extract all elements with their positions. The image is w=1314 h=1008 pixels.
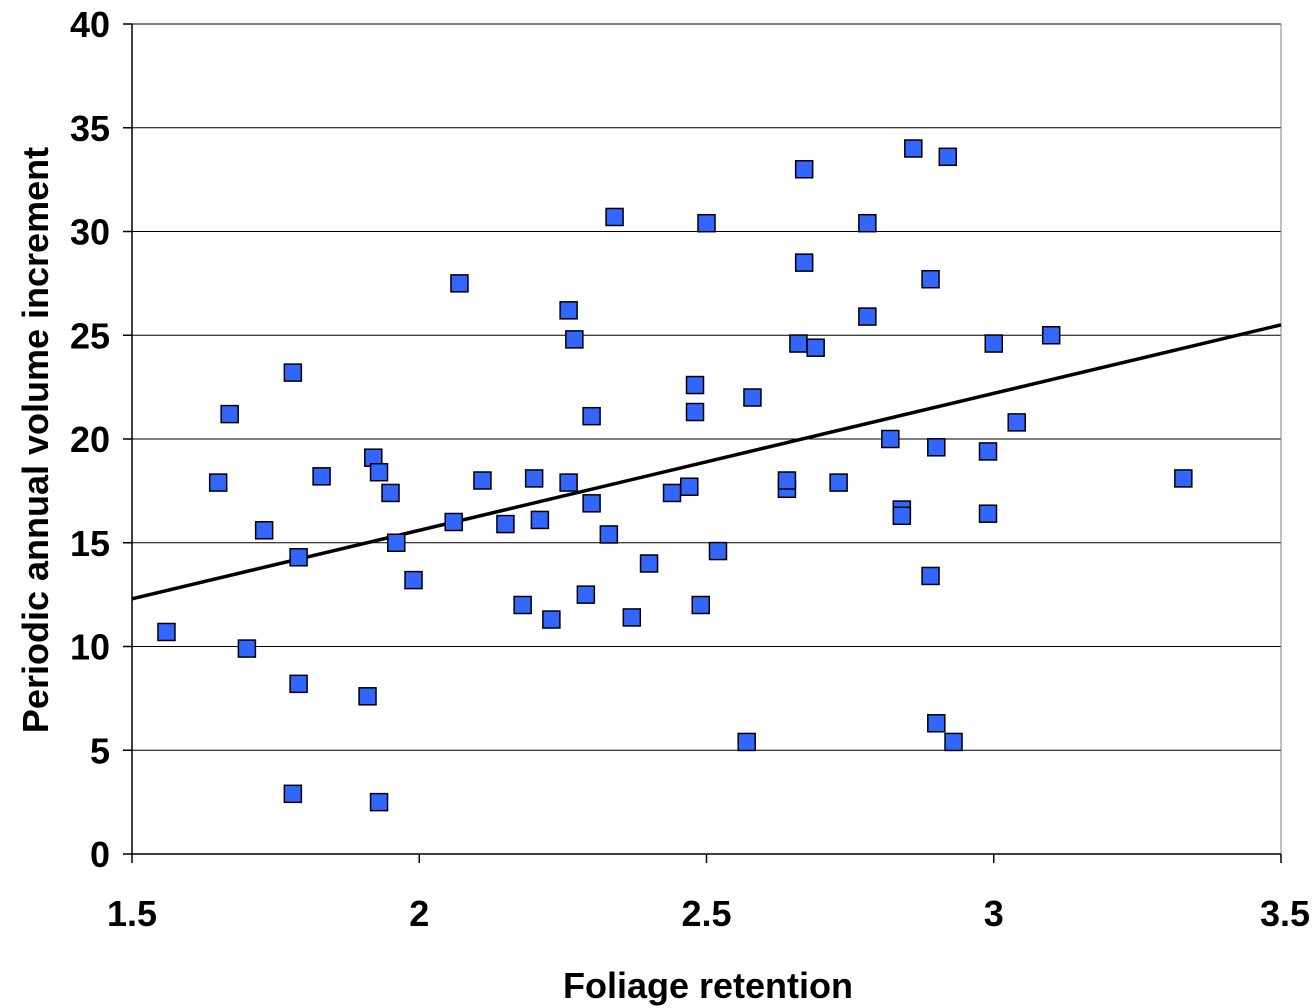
data-point bbox=[565, 330, 584, 349]
data-point bbox=[237, 639, 257, 658]
data-point bbox=[289, 548, 308, 567]
y-tick-label: 40 bbox=[70, 4, 110, 45]
x-tick-label: 2.5 bbox=[681, 893, 731, 934]
data-point bbox=[576, 585, 596, 604]
data-point bbox=[978, 442, 998, 461]
x-axis-title: Foliage retention bbox=[563, 965, 853, 1006]
data-point bbox=[708, 541, 728, 561]
y-tick-label: 25 bbox=[70, 315, 110, 356]
data-point bbox=[691, 595, 711, 615]
data-point bbox=[904, 139, 923, 158]
data-point bbox=[524, 469, 544, 488]
data-point bbox=[283, 784, 303, 804]
data-point bbox=[806, 338, 825, 357]
data-point bbox=[289, 674, 308, 694]
data-point bbox=[220, 404, 239, 424]
data-point bbox=[927, 714, 946, 733]
data-point bbox=[473, 471, 492, 490]
data-point bbox=[1041, 326, 1061, 345]
data-point bbox=[743, 388, 762, 407]
data-point bbox=[542, 610, 561, 629]
data-point bbox=[662, 483, 682, 503]
axes bbox=[123, 23, 1282, 863]
y-tick-label: 10 bbox=[70, 627, 110, 668]
data-point bbox=[254, 521, 274, 540]
data-point bbox=[599, 525, 619, 544]
y-tick-label: 30 bbox=[70, 212, 110, 253]
data-point bbox=[450, 274, 469, 293]
x-tick-label: 2 bbox=[409, 893, 429, 934]
data-points bbox=[157, 139, 1193, 812]
x-tick-label: 3 bbox=[984, 893, 1004, 934]
data-point bbox=[685, 375, 705, 395]
data-point bbox=[680, 477, 699, 496]
data-point bbox=[559, 473, 578, 492]
data-point bbox=[1007, 413, 1026, 432]
trendline bbox=[131, 323, 1282, 601]
data-point bbox=[582, 494, 601, 513]
data-point bbox=[789, 334, 808, 353]
y-tick-label: 5 bbox=[90, 730, 110, 771]
data-point bbox=[697, 213, 716, 233]
y-tick-label: 0 bbox=[90, 834, 110, 875]
data-point bbox=[685, 402, 705, 422]
data-point bbox=[881, 429, 900, 449]
data-point bbox=[858, 213, 877, 233]
data-point bbox=[1174, 469, 1193, 488]
gridlines bbox=[132, 23, 1281, 751]
data-point bbox=[444, 512, 463, 532]
data-point bbox=[984, 334, 1003, 353]
data-point bbox=[283, 363, 303, 382]
trendline-group bbox=[131, 323, 1282, 601]
data-point bbox=[513, 595, 532, 615]
data-point bbox=[369, 792, 389, 812]
data-point bbox=[582, 406, 601, 426]
data-point bbox=[605, 207, 624, 227]
data-point bbox=[777, 471, 797, 490]
y-tick-label: 20 bbox=[70, 419, 110, 460]
data-point bbox=[639, 554, 659, 573]
data-point bbox=[921, 566, 940, 586]
data-point bbox=[387, 533, 406, 552]
data-point bbox=[944, 732, 963, 752]
data-point bbox=[381, 483, 400, 503]
data-point bbox=[892, 506, 912, 526]
y-tick-label: 15 bbox=[70, 523, 110, 564]
data-point bbox=[312, 467, 331, 486]
y-tick-label: 35 bbox=[70, 108, 110, 149]
data-point bbox=[737, 732, 756, 752]
data-point bbox=[157, 622, 176, 642]
data-point bbox=[794, 253, 814, 272]
data-point bbox=[622, 608, 642, 627]
data-point bbox=[921, 269, 940, 289]
data-point bbox=[559, 301, 578, 320]
data-point bbox=[978, 504, 998, 523]
data-point bbox=[358, 687, 377, 706]
tick-labels: 0 5 10 15 20 25 30 35 40 1.5 2 2.5 3 3.5 bbox=[70, 4, 1310, 934]
data-point bbox=[369, 462, 389, 482]
y-axis-title: Periodic annual volume increment bbox=[15, 147, 56, 733]
data-point bbox=[927, 438, 946, 457]
data-point bbox=[404, 570, 423, 590]
x-tick-label: 3.5 bbox=[1260, 893, 1310, 934]
data-point bbox=[794, 160, 814, 179]
data-point bbox=[496, 514, 515, 534]
data-point bbox=[208, 473, 228, 492]
data-point bbox=[938, 147, 958, 167]
x-tick-label: 1.5 bbox=[107, 893, 157, 934]
data-point bbox=[858, 307, 877, 326]
data-point bbox=[530, 510, 550, 530]
data-point bbox=[829, 473, 848, 492]
